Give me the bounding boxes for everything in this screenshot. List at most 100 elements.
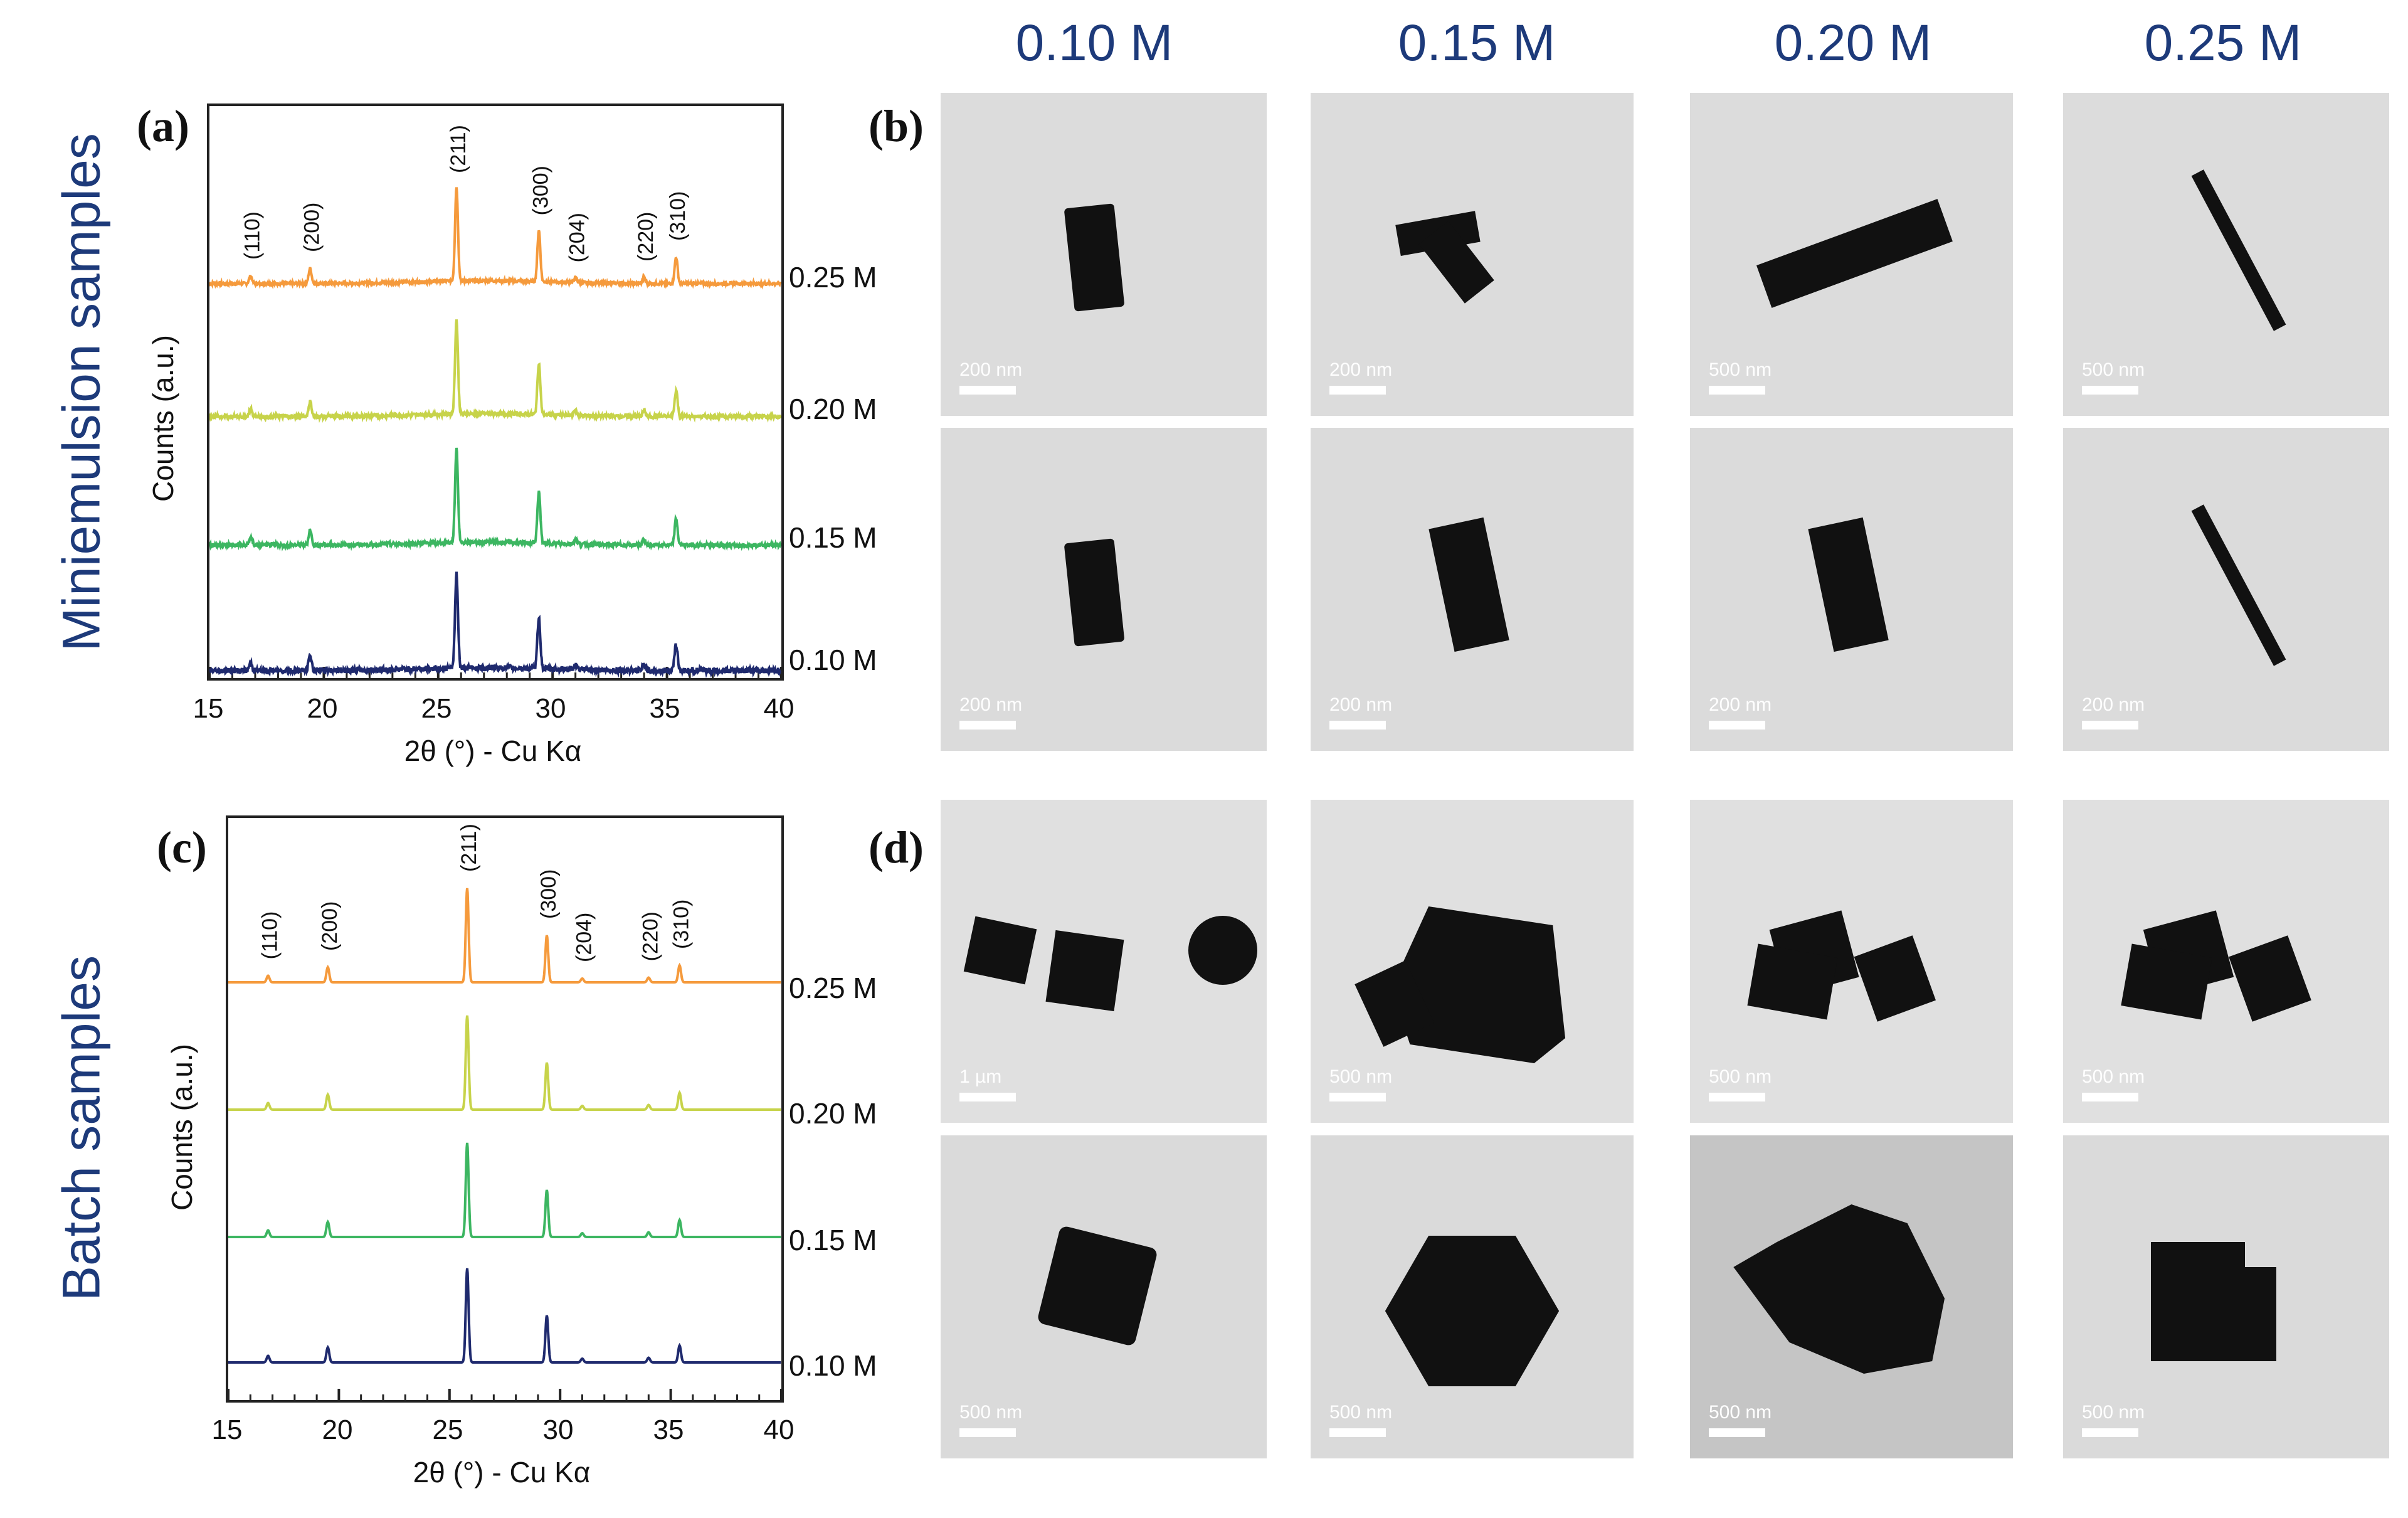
xrd-c-peak-label-1: (200) bbox=[318, 901, 342, 951]
scale-bar bbox=[959, 386, 1016, 395]
xrd-a-series-020M bbox=[208, 319, 783, 423]
scale-bar bbox=[1329, 721, 1386, 730]
scale-bar-label: 500 nm bbox=[2082, 1402, 2145, 1423]
scale-bar bbox=[1709, 386, 1765, 395]
panel-label-a: (a) bbox=[137, 101, 189, 151]
xrd-a-tick-30: 30 bbox=[535, 693, 566, 724]
xrd-c-conc-015: 0.15 M bbox=[789, 1224, 877, 1256]
xrd-a-series-015M bbox=[208, 447, 783, 552]
tem-image-d-bottom-0: 500 nm bbox=[941, 1135, 1267, 1458]
scale-bar-label: 200 nm bbox=[2082, 694, 2145, 715]
panel-label-b: (b) bbox=[869, 101, 924, 151]
scale-bar-label: 200 nm bbox=[959, 359, 1023, 380]
xrd-c-tick-15: 15 bbox=[211, 1414, 243, 1445]
scale-bar-label: 500 nm bbox=[1709, 1066, 1772, 1087]
tem-image-d-top-3: 500 nm bbox=[2063, 800, 2389, 1123]
tem-image-d-top-0: 1 µm bbox=[941, 800, 1267, 1123]
xrd-c-tick-20: 20 bbox=[322, 1414, 353, 1445]
xrd-a-peak-label-0: (110) bbox=[241, 211, 265, 260]
xrd-a-tick-20: 20 bbox=[307, 693, 338, 724]
xrd-c-conc-020: 0.20 M bbox=[789, 1097, 877, 1130]
xrd-c-peak-label-3: (300) bbox=[537, 869, 561, 919]
xrd-c-tick-25: 25 bbox=[432, 1414, 463, 1445]
scale-bar-label: 500 nm bbox=[2082, 359, 2145, 380]
scale-bar-label: 200 nm bbox=[959, 694, 1023, 715]
xrd-a-peak-label-3: (300) bbox=[529, 166, 552, 215]
tem-image-d-top-1: 500 nm bbox=[1311, 800, 1634, 1123]
xrd-a-tick-40: 40 bbox=[763, 693, 795, 724]
xrd-c-plot: (110) (200) (211) (300) (204) (220) (310) bbox=[226, 815, 784, 1403]
scale-bar-label: 500 nm bbox=[1329, 1066, 1393, 1087]
xrd-a-tick-15: 15 bbox=[193, 693, 224, 724]
tem-image-b-top-0: 200 nm bbox=[941, 93, 1267, 416]
xrd-a-conc-010: 0.10 M bbox=[789, 644, 877, 676]
row-label-batch: Batch samples bbox=[51, 955, 111, 1301]
panel-label-c: (c) bbox=[157, 822, 207, 873]
xrd-a-conc-015: 0.15 M bbox=[789, 521, 877, 554]
row-label-miniemulsion: Miniemulsion samples bbox=[51, 133, 111, 652]
xrd-c-tick-30: 30 bbox=[542, 1414, 574, 1445]
tem-image-d-bottom-1: 500 nm bbox=[1311, 1135, 1634, 1458]
xrd-a-series-025M bbox=[208, 187, 782, 290]
tem-image-b-bottom-3: 200 nm bbox=[2063, 428, 2389, 751]
xrd-a-conc-020: 0.20 M bbox=[789, 393, 877, 425]
xrd-c-peak-label-2: (211) bbox=[457, 824, 481, 872]
xrd-c-svg: (110) (200) (211) (300) (204) (220) (310) bbox=[227, 824, 783, 1400]
scale-bar-label: 500 nm bbox=[959, 1402, 1023, 1423]
scale-bar bbox=[2082, 1093, 2138, 1101]
scale-bar-label: 500 nm bbox=[2082, 1066, 2145, 1087]
xrd-c-ylabel: Counts (a.u.) bbox=[166, 1044, 198, 1211]
scale-bar bbox=[1709, 721, 1765, 730]
tem-image-d-bottom-3: 500 nm bbox=[2063, 1135, 2389, 1458]
xrd-c-peak-label-4: (204) bbox=[572, 913, 596, 962]
xrd-c-series-025M bbox=[228, 888, 781, 984]
tem-image-b-bottom-2: 200 nm bbox=[1690, 428, 2013, 751]
scale-bar bbox=[1329, 1428, 1386, 1437]
scale-bar bbox=[1329, 1093, 1386, 1101]
xrd-a-svg: (110) (200) (211) (300) (204) (220) (310) bbox=[208, 125, 783, 679]
scale-bar bbox=[959, 721, 1016, 730]
tem-image-b-top-1: 200 nm bbox=[1311, 93, 1634, 416]
scale-bar bbox=[959, 1428, 1016, 1437]
scale-bar-label: 200 nm bbox=[1709, 694, 1772, 715]
column-header-0-20: 0.20 M bbox=[1774, 14, 1932, 72]
scale-bar-label: 500 nm bbox=[1709, 1402, 1772, 1423]
scale-bar bbox=[1709, 1428, 1765, 1437]
scale-bar bbox=[1709, 1093, 1765, 1101]
xrd-a-ylabel: Counts (a.u.) bbox=[147, 335, 179, 502]
xrd-c-conc-010: 0.10 M bbox=[789, 1349, 877, 1382]
xrd-a-tick-35: 35 bbox=[649, 693, 680, 724]
xrd-a-peak-label-1: (200) bbox=[300, 203, 324, 252]
tem-image-b-bottom-1: 200 nm bbox=[1311, 428, 1634, 751]
xrd-c-xlabel: 2θ (°) - Cu Kα bbox=[413, 1456, 591, 1489]
scale-bar bbox=[2082, 1428, 2138, 1437]
xrd-a-peak-label-4: (204) bbox=[566, 213, 589, 262]
scale-bar-label: 1 µm bbox=[959, 1066, 1002, 1087]
scale-bar bbox=[2082, 721, 2138, 730]
xrd-a-peak-label-6: (310) bbox=[666, 191, 690, 241]
xrd-a-plot: (110) (200) (211) (300) (204) (220) (310) bbox=[207, 104, 784, 681]
xrd-a-xlabel: 2θ (°) - Cu Kα bbox=[404, 735, 582, 767]
column-header-0-15: 0.15 M bbox=[1398, 14, 1556, 72]
xrd-a-series-010M bbox=[208, 571, 782, 679]
column-header-0-10: 0.10 M bbox=[1015, 14, 1173, 72]
tem-image-d-top-2: 500 nm bbox=[1690, 800, 2013, 1123]
xrd-a-tick-25: 25 bbox=[421, 693, 452, 724]
xrd-c-series-020M bbox=[228, 1015, 781, 1111]
tem-image-b-top-3: 500 nm bbox=[2063, 93, 2389, 416]
xrd-a-peak-label-2: (211) bbox=[446, 125, 470, 173]
xrd-c-peak-label-6: (310) bbox=[670, 900, 694, 949]
column-header-0-25: 0.25 M bbox=[2144, 14, 2302, 72]
xrd-c-peak-label-5: (220) bbox=[638, 911, 662, 961]
scale-bar bbox=[959, 1093, 1016, 1101]
xrd-c-series-010M bbox=[228, 1268, 781, 1364]
tem-image-d-bottom-2: 500 nm bbox=[1690, 1135, 2013, 1458]
scale-bar-label: 200 nm bbox=[1329, 359, 1393, 380]
xrd-c-peak-label-0: (110) bbox=[258, 911, 282, 960]
tem-image-b-bottom-0: 200 nm bbox=[941, 428, 1267, 751]
panel-label-d: (d) bbox=[869, 822, 924, 873]
scale-bar-label: 500 nm bbox=[1329, 1402, 1393, 1423]
xrd-a-peak-label-5: (220) bbox=[634, 212, 658, 262]
scale-bar-label: 200 nm bbox=[1329, 694, 1393, 715]
scale-bar bbox=[1329, 386, 1386, 395]
